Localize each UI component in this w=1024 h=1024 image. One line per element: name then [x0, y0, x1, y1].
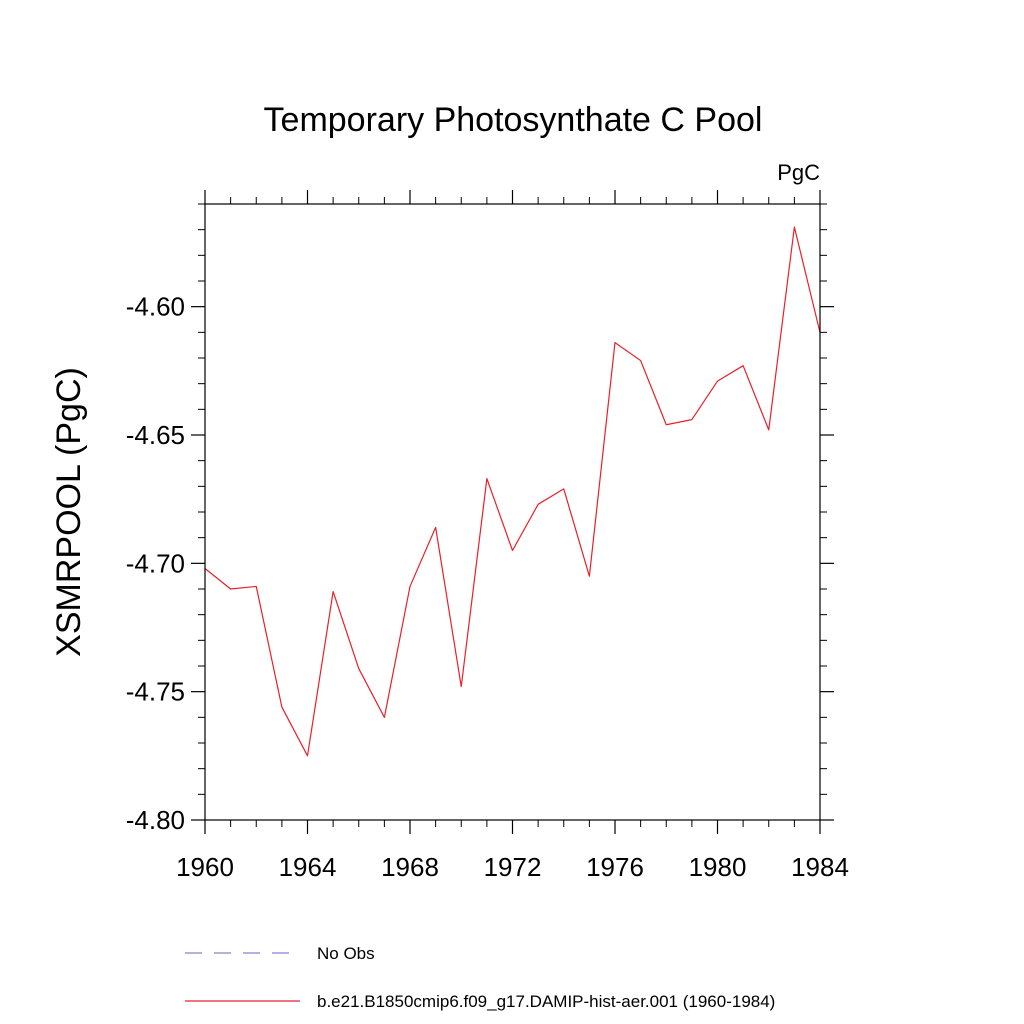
y-tick-label: -4.60	[126, 292, 185, 322]
legend-label-model-run: b.e21.B1850cmip6.f09_g17.DAMIP-hist-aer.…	[317, 992, 775, 1011]
x-tick-label: 1984	[791, 852, 849, 882]
y-tick-label: -4.65	[126, 420, 185, 450]
chart-title: Temporary Photosynthate C Pool	[264, 101, 763, 139]
x-tick-label: 1980	[689, 852, 747, 882]
axis-ticks	[191, 190, 834, 834]
units-label: PgC	[777, 160, 820, 185]
x-tick-label: 1964	[279, 852, 337, 882]
series-line	[204, 226, 821, 757]
x-tick-labels: 1960 1964 1968 1972 1976 1980 1984	[176, 852, 849, 882]
y-tick-label: -4.70	[126, 548, 185, 578]
y-tick-label: -4.80	[126, 805, 185, 835]
x-tick-label: 1976	[586, 852, 644, 882]
x-tick-label: 1968	[381, 852, 439, 882]
legend: No Obs b.e21.B1850cmip6.f09_g17.DAMIP-hi…	[185, 944, 775, 1011]
y-axis-label: XSMRPOOL (PgC)	[50, 367, 88, 657]
legend-label-no-obs: No Obs	[317, 944, 375, 963]
y-tick-labels: -4.80 -4.75 -4.70 -4.65 -4.60	[126, 292, 185, 835]
y-tick-label: -4.75	[126, 677, 185, 707]
plot-frame	[204, 203, 821, 821]
x-tick-label: 1960	[176, 852, 234, 882]
x-tick-label: 1972	[484, 852, 542, 882]
plot-area	[204, 226, 821, 757]
